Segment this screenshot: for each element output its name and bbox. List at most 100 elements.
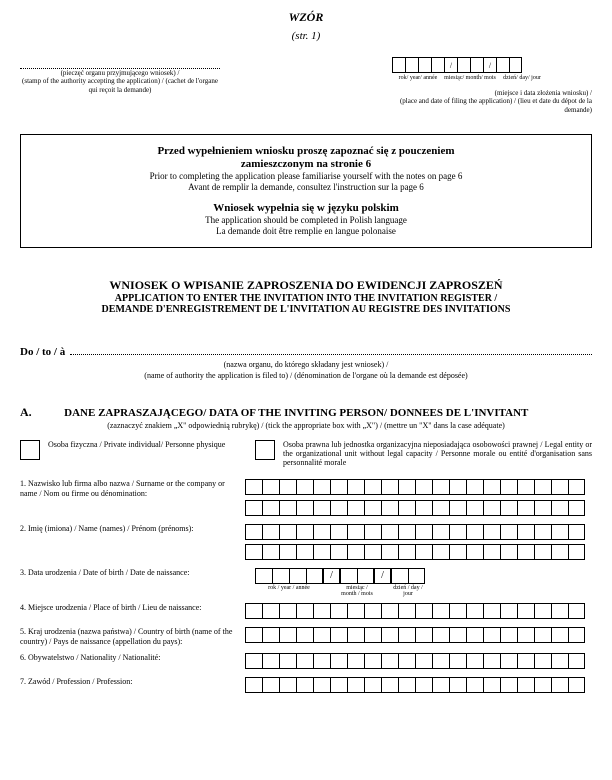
- input-box[interactable]: [381, 603, 398, 619]
- date-box[interactable]: [470, 57, 483, 73]
- input-box[interactable]: [330, 677, 347, 693]
- input-box[interactable]: [483, 479, 500, 495]
- input-box[interactable]: [347, 603, 364, 619]
- input-box[interactable]: [534, 653, 551, 669]
- input-box[interactable]: [364, 653, 381, 669]
- input-box[interactable]: [500, 500, 517, 516]
- input-box[interactable]: [517, 677, 534, 693]
- input-box[interactable]: [568, 627, 585, 643]
- input-box[interactable]: [262, 479, 279, 495]
- input-box[interactable]: [483, 500, 500, 516]
- input-box[interactable]: [296, 524, 313, 540]
- input-box[interactable]: [272, 568, 289, 584]
- input-box[interactable]: [398, 627, 415, 643]
- input-box[interactable]: [357, 568, 374, 584]
- input-box[interactable]: [551, 627, 568, 643]
- input-box[interactable]: [245, 603, 262, 619]
- input-box[interactable]: [245, 627, 262, 643]
- input-box[interactable]: [500, 627, 517, 643]
- input-box[interactable]: [381, 500, 398, 516]
- input-box[interactable]: [347, 500, 364, 516]
- input-box[interactable]: [364, 627, 381, 643]
- input-box[interactable]: [398, 603, 415, 619]
- input-box[interactable]: [313, 544, 330, 560]
- input-box[interactable]: [313, 500, 330, 516]
- input-box[interactable]: [483, 627, 500, 643]
- input-box[interactable]: [262, 544, 279, 560]
- input-box[interactable]: [432, 524, 449, 540]
- input-box[interactable]: [534, 524, 551, 540]
- input-box[interactable]: [391, 568, 408, 584]
- input-box[interactable]: [262, 500, 279, 516]
- input-box[interactable]: [364, 603, 381, 619]
- input-box[interactable]: [449, 524, 466, 540]
- input-box[interactable]: [517, 627, 534, 643]
- input-box[interactable]: [517, 653, 534, 669]
- field-1-boxes[interactable]: [245, 479, 592, 495]
- input-box[interactable]: [262, 627, 279, 643]
- input-box[interactable]: [415, 653, 432, 669]
- input-box[interactable]: [500, 653, 517, 669]
- input-box[interactable]: [449, 603, 466, 619]
- input-box[interactable]: [432, 677, 449, 693]
- input-box[interactable]: [517, 479, 534, 495]
- input-box[interactable]: [415, 603, 432, 619]
- input-box[interactable]: [432, 544, 449, 560]
- input-box[interactable]: [364, 524, 381, 540]
- input-box[interactable]: [245, 479, 262, 495]
- input-box[interactable]: [449, 627, 466, 643]
- input-box[interactable]: [296, 653, 313, 669]
- input-box[interactable]: [398, 544, 415, 560]
- input-box[interactable]: [330, 500, 347, 516]
- input-box[interactable]: [466, 500, 483, 516]
- date-box[interactable]: [392, 57, 405, 73]
- input-box[interactable]: [551, 544, 568, 560]
- input-box[interactable]: [568, 677, 585, 693]
- input-box[interactable]: [347, 653, 364, 669]
- input-box[interactable]: [432, 500, 449, 516]
- input-box[interactable]: [500, 544, 517, 560]
- input-box[interactable]: [347, 479, 364, 495]
- input-box[interactable]: [330, 627, 347, 643]
- input-box[interactable]: [296, 627, 313, 643]
- field-2-boxes[interactable]: [245, 524, 592, 540]
- input-box[interactable]: [296, 544, 313, 560]
- dob-month-boxes[interactable]: [340, 568, 374, 584]
- input-box[interactable]: [296, 677, 313, 693]
- date-box[interactable]: [457, 57, 470, 73]
- field-1b-boxes[interactable]: [245, 500, 592, 516]
- input-box[interactable]: [279, 677, 296, 693]
- input-box[interactable]: [534, 627, 551, 643]
- date-box[interactable]: [405, 57, 418, 73]
- input-box[interactable]: [347, 524, 364, 540]
- input-box[interactable]: [364, 500, 381, 516]
- input-box[interactable]: [415, 524, 432, 540]
- input-box[interactable]: [347, 627, 364, 643]
- input-box[interactable]: [449, 479, 466, 495]
- input-box[interactable]: [262, 653, 279, 669]
- input-box[interactable]: [381, 677, 398, 693]
- do-dots[interactable]: [70, 345, 592, 355]
- field-2b-boxes[interactable]: [245, 544, 592, 560]
- input-box[interactable]: [432, 479, 449, 495]
- input-box[interactable]: [483, 677, 500, 693]
- input-box[interactable]: [568, 500, 585, 516]
- input-box[interactable]: [466, 603, 483, 619]
- input-box[interactable]: [415, 627, 432, 643]
- input-box[interactable]: [568, 524, 585, 540]
- input-box[interactable]: [466, 479, 483, 495]
- input-box[interactable]: [381, 524, 398, 540]
- input-box[interactable]: [330, 524, 347, 540]
- field-7-boxes[interactable]: [245, 677, 592, 693]
- input-box[interactable]: [534, 479, 551, 495]
- date-box[interactable]: [431, 57, 444, 73]
- input-box[interactable]: [466, 524, 483, 540]
- field-5-boxes[interactable]: [245, 627, 592, 643]
- field-6-boxes[interactable]: [245, 653, 592, 669]
- input-box[interactable]: [306, 568, 323, 584]
- input-box[interactable]: [398, 524, 415, 540]
- input-box[interactable]: [415, 500, 432, 516]
- input-box[interactable]: [551, 500, 568, 516]
- input-box[interactable]: [449, 677, 466, 693]
- field-4-boxes[interactable]: [245, 603, 592, 619]
